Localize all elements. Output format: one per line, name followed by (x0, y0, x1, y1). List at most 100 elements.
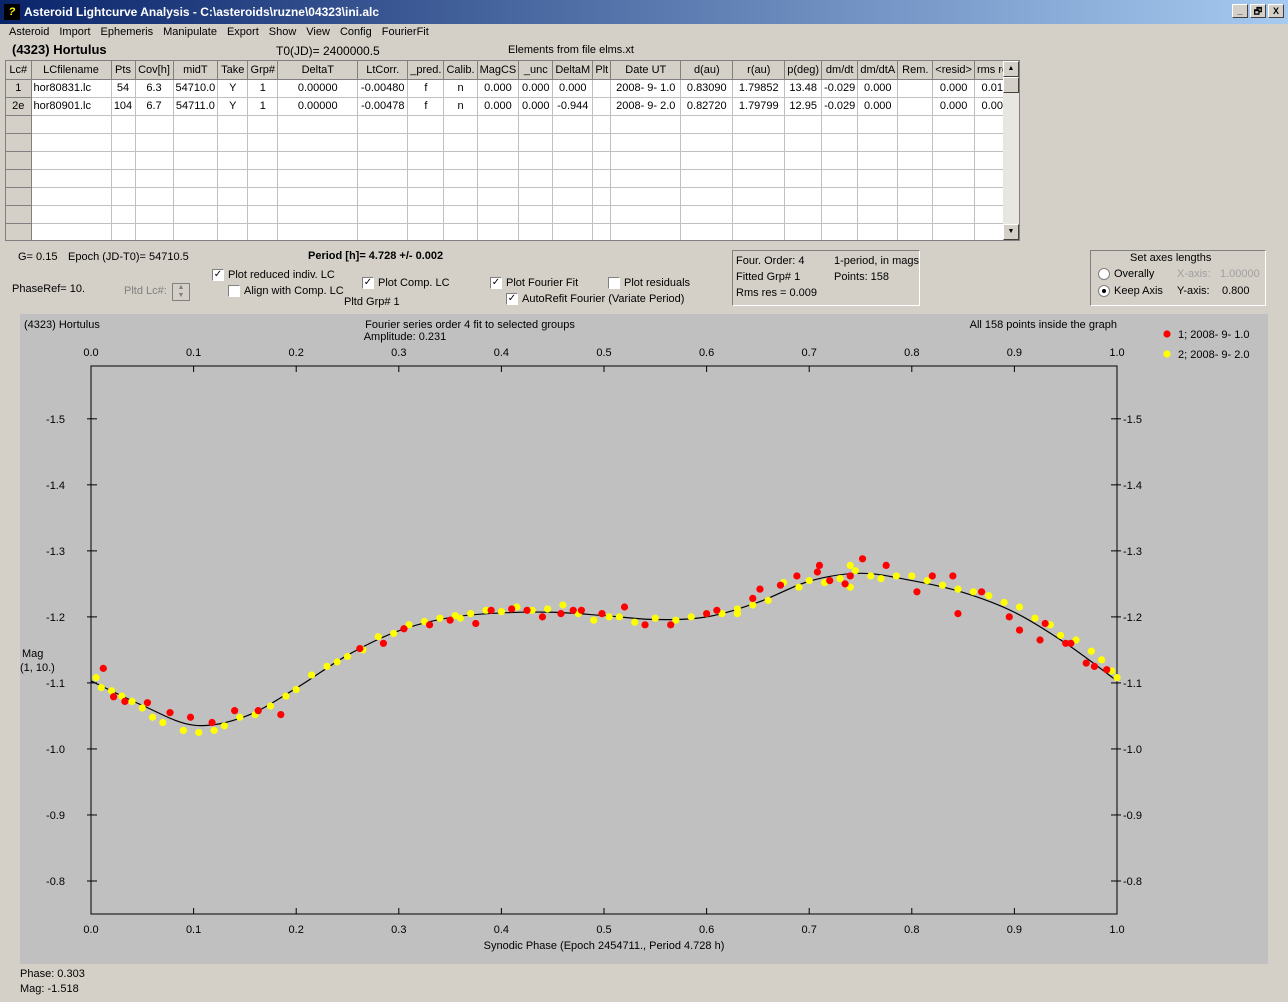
menu-fourierfit[interactable]: FourierFit (381, 26, 429, 38)
table-cell[interactable] (897, 169, 934, 188)
column-header[interactable]: Cov[h] (135, 61, 174, 80)
table-cell[interactable] (357, 187, 409, 206)
table-cell[interactable] (31, 187, 112, 206)
table-cell[interactable]: Y (217, 79, 249, 98)
table-cell[interactable] (407, 187, 445, 206)
table-row[interactable] (6, 187, 1017, 206)
menu-asteroid[interactable]: Asteroid (9, 26, 50, 38)
table-cell[interactable]: 13.48 (784, 79, 823, 98)
table-cell[interactable] (277, 223, 359, 240)
table-cell[interactable] (592, 133, 612, 152)
row-header[interactable] (6, 205, 32, 224)
table-cell[interactable] (477, 133, 520, 152)
table-cell[interactable]: 0.000 (857, 97, 899, 116)
table-cell[interactable] (31, 151, 112, 170)
column-header[interactable]: Calib. (443, 61, 478, 80)
column-header[interactable]: DeltaT (277, 61, 359, 80)
column-header[interactable]: d(au) (680, 61, 734, 80)
table-cell[interactable] (857, 205, 899, 224)
table-cell[interactable] (821, 133, 859, 152)
table-cell[interactable]: 54710.0 (173, 79, 219, 98)
table-cell[interactable] (518, 223, 554, 240)
table-cell[interactable]: hor80831.lc (31, 79, 112, 98)
table-cell[interactable] (732, 151, 786, 170)
table-cell[interactable] (135, 205, 174, 224)
table-cell[interactable]: 0.000 (518, 97, 554, 116)
autorefit-checkbox[interactable]: ✓ AutoRefit Fourier (Variate Period) (506, 293, 684, 306)
table-cell[interactable] (857, 133, 899, 152)
table-cell[interactable] (821, 115, 859, 134)
table-cell[interactable] (357, 151, 409, 170)
menu-config[interactable]: Config (339, 26, 372, 38)
table-cell[interactable] (247, 151, 279, 170)
table-cell[interactable] (680, 205, 734, 224)
table-cell[interactable]: 0.000 (477, 79, 520, 98)
table-cell[interactable] (111, 169, 136, 188)
column-header[interactable]: midT (173, 61, 219, 80)
table-row[interactable]: 1 hor80831.lc 54 6.3 54710.0 Y 1 0.00000 -0.0048… (6, 79, 1017, 98)
table-cell[interactable] (592, 151, 612, 170)
table-cell[interactable] (111, 133, 136, 152)
table-cell[interactable] (407, 133, 445, 152)
row-header[interactable] (6, 115, 32, 134)
table-cell[interactable] (443, 187, 478, 206)
table-cell[interactable] (247, 205, 279, 224)
pltd-lc-spinner[interactable]: ▲ ▼ (172, 283, 190, 301)
table-cell[interactable] (821, 223, 859, 240)
table-cell[interactable] (897, 97, 934, 116)
table-cell[interactable]: 0.000 (477, 97, 520, 116)
table-cell[interactable] (477, 187, 520, 206)
row-header[interactable] (6, 223, 32, 240)
table-cell[interactable] (732, 187, 786, 206)
table-cell[interactable] (552, 223, 594, 240)
table-row[interactable] (6, 223, 1017, 240)
table-cell[interactable] (217, 205, 249, 224)
plot-reduced-checkbox[interactable]: ✓ Plot reduced indiv. LC (212, 269, 335, 282)
table-cell[interactable]: -0.944 (552, 97, 594, 116)
table-cell[interactable]: 2008- 9- 1.0 (610, 79, 682, 98)
table-cell[interactable] (784, 133, 823, 152)
table-cell[interactable] (680, 169, 734, 188)
table-cell[interactable]: -0.029 (821, 79, 859, 98)
table-cell[interactable] (357, 169, 409, 188)
table-cell[interactable] (680, 115, 734, 134)
table-cell[interactable] (277, 115, 359, 134)
row-header[interactable] (6, 133, 32, 152)
table-cell[interactable] (518, 115, 554, 134)
row-header[interactable] (6, 187, 32, 206)
table-cell[interactable]: n (443, 79, 478, 98)
table-cell[interactable]: -0.00480 (357, 79, 409, 98)
table-cell[interactable] (173, 133, 219, 152)
table-cell[interactable] (518, 169, 554, 188)
column-header[interactable]: Pts (111, 61, 136, 80)
table-cell[interactable] (277, 133, 359, 152)
table-cell[interactable] (217, 187, 249, 206)
table-cell[interactable] (897, 133, 934, 152)
table-cell[interactable]: 1.79852 (732, 79, 786, 98)
column-header[interactable]: dm/dt (821, 61, 859, 80)
table-cell[interactable] (610, 151, 682, 170)
table-cell[interactable]: 54711.0 (173, 97, 219, 116)
table-row[interactable] (6, 205, 1017, 224)
table-cell[interactable] (680, 187, 734, 206)
table-cell[interactable] (610, 133, 682, 152)
table-cell[interactable]: 104 (111, 97, 136, 116)
keepaxis-radio[interactable]: Keep Axis (1098, 285, 1163, 298)
table-cell[interactable] (732, 223, 786, 240)
table-cell[interactable]: 2008- 9- 2.0 (610, 97, 682, 116)
table-cell[interactable]: 0.000 (932, 79, 975, 98)
table-cell[interactable] (680, 151, 734, 170)
table-cell[interactable] (897, 187, 934, 206)
table-cell[interactable] (217, 133, 249, 152)
table-cell[interactable]: 1.79799 (732, 97, 786, 116)
table-cell[interactable] (111, 187, 136, 206)
table-cell[interactable] (357, 133, 409, 152)
table-cell[interactable] (592, 115, 612, 134)
table-cell[interactable] (932, 151, 975, 170)
table-cell[interactable]: -0.00478 (357, 97, 409, 116)
table-cell[interactable] (732, 115, 786, 134)
table-cell[interactable]: 1 (247, 97, 279, 116)
table-row[interactable] (6, 151, 1017, 170)
table-cell[interactable] (173, 151, 219, 170)
column-header[interactable]: DeltaM (552, 61, 594, 80)
